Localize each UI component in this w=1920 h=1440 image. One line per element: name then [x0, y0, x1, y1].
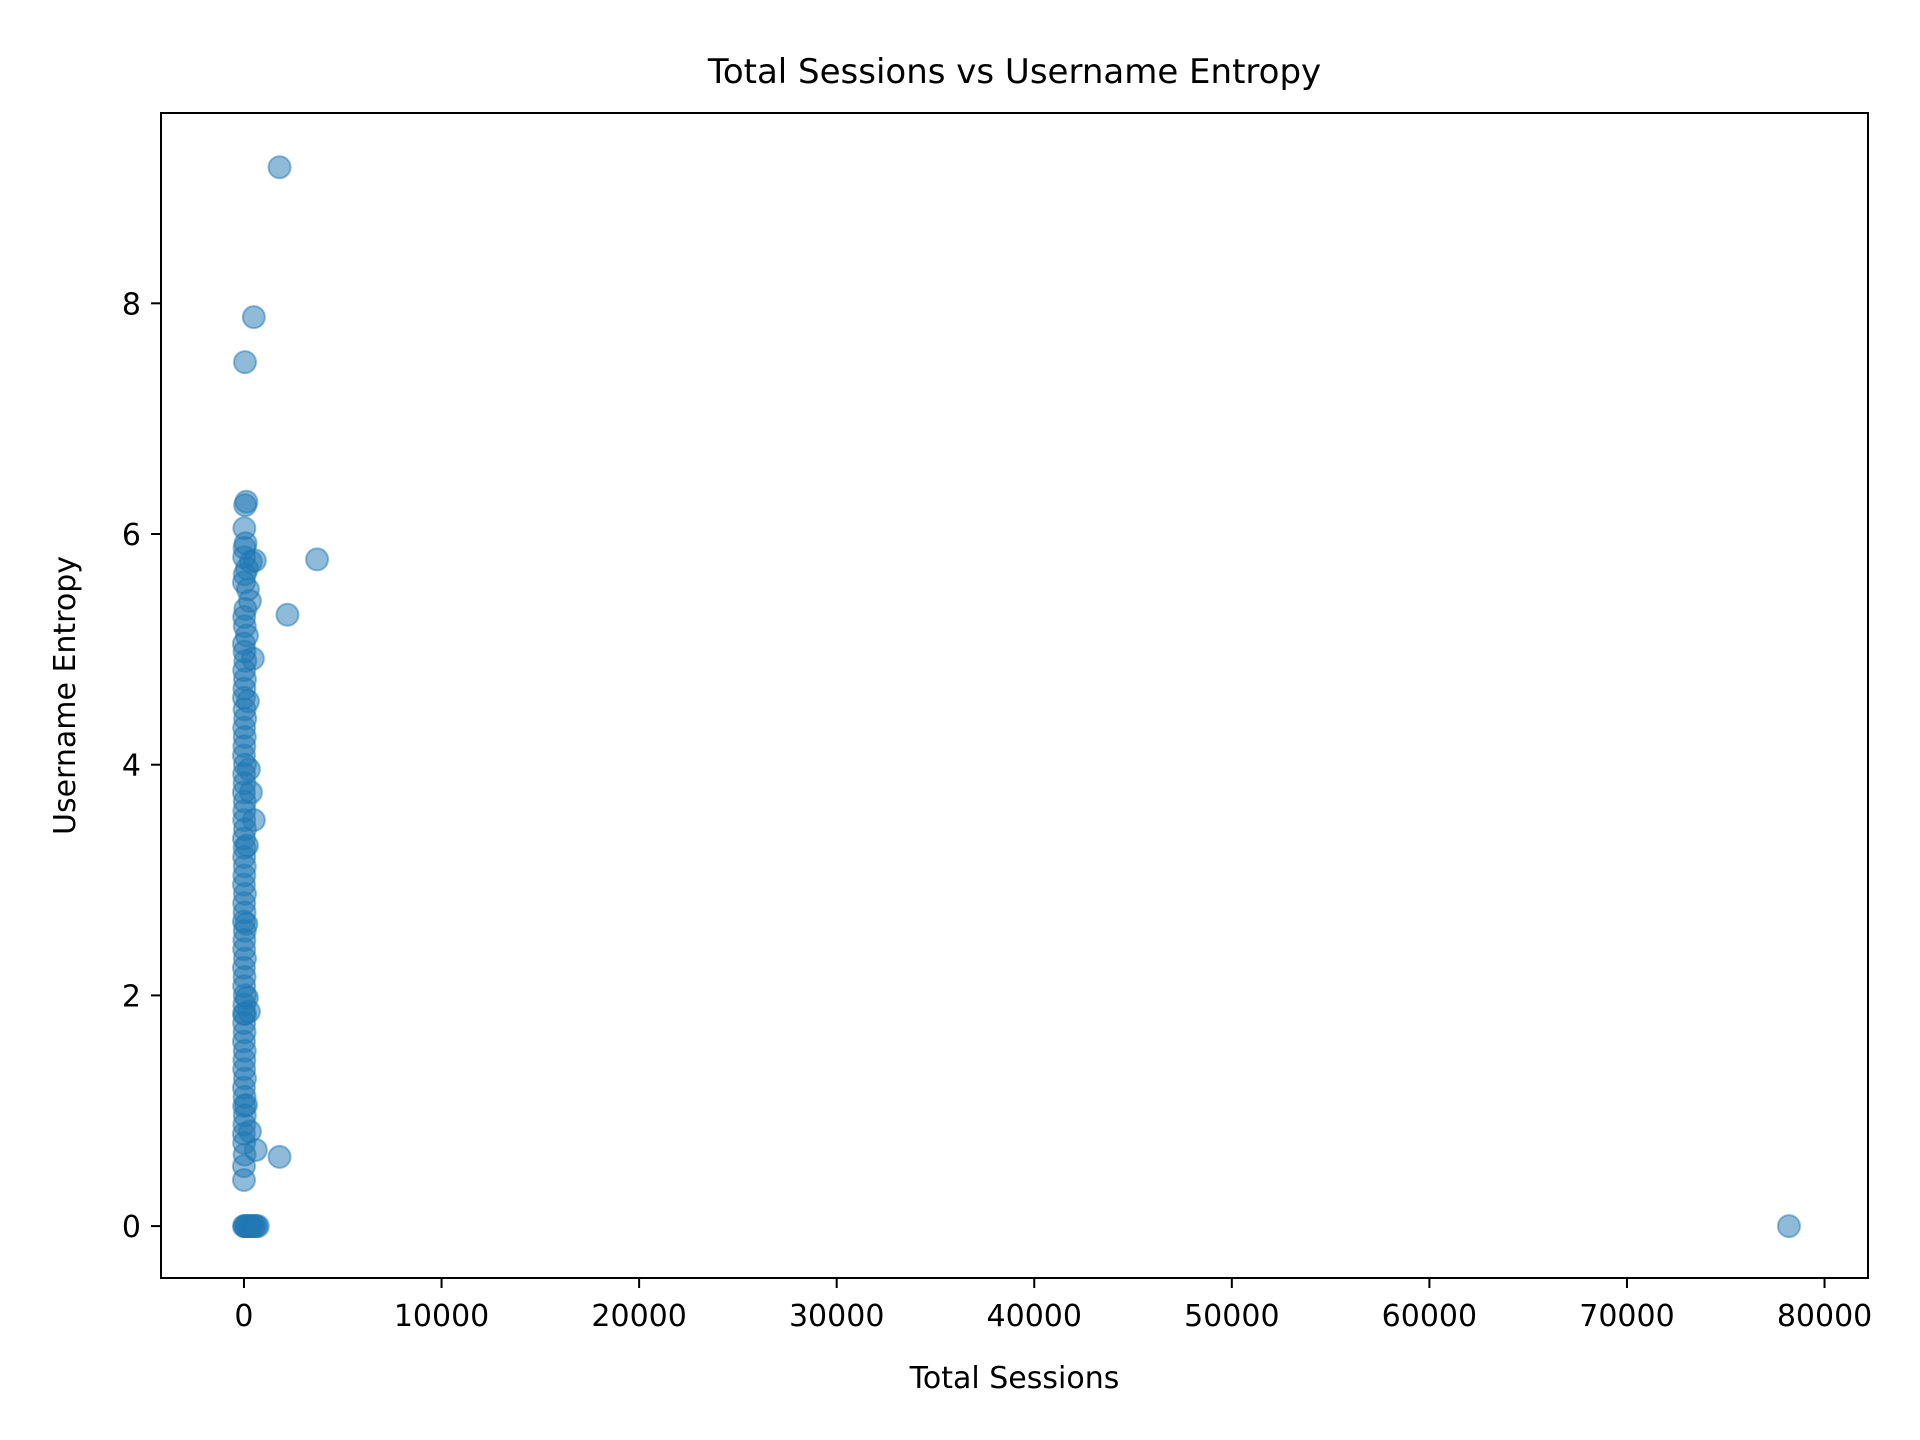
data-point [231, 1167, 256, 1192]
data-point [232, 350, 257, 375]
data-point [305, 547, 330, 572]
x-tick-label: 50000 [1184, 1299, 1279, 1334]
y-tick-label: 6 [122, 518, 141, 553]
x-axis-ticks: 0 10000 20000 30000 40000 50000 60000 70000 8000… [234, 1278, 1872, 1334]
y-tick-label: 0 [122, 1210, 141, 1245]
y-tick-label: 2 [122, 979, 141, 1014]
x-tick-label: 40000 [987, 1299, 1082, 1334]
data-point [241, 305, 266, 330]
x-tick-label: 60000 [1382, 1299, 1477, 1334]
axes-frame [160, 112, 1869, 1279]
x-tick-label: 0 [234, 1299, 253, 1334]
x-tick-label: 20000 [591, 1299, 686, 1334]
x-tick-label: 10000 [394, 1299, 489, 1334]
chart-title: Total Sessions vs Username Entropy [707, 52, 1321, 92]
data-point [267, 1144, 292, 1169]
data-point [275, 602, 300, 627]
y-axis-label: Username Entropy [48, 556, 83, 835]
y-tick-label: 8 [122, 287, 141, 322]
data-point [267, 155, 292, 180]
y-tick-label: 4 [122, 749, 141, 784]
data-point [245, 1214, 270, 1239]
data-point [233, 493, 258, 518]
y-axis-ticks: 0 2 4 6 8 [122, 287, 161, 1245]
x-tick-label: 80000 [1777, 1299, 1872, 1334]
data-point [1776, 1214, 1801, 1239]
data-points [231, 155, 1801, 1239]
x-tick-label: 70000 [1579, 1299, 1674, 1334]
x-tick-label: 30000 [789, 1299, 884, 1334]
x-axis-label: Total Sessions [909, 1361, 1120, 1396]
